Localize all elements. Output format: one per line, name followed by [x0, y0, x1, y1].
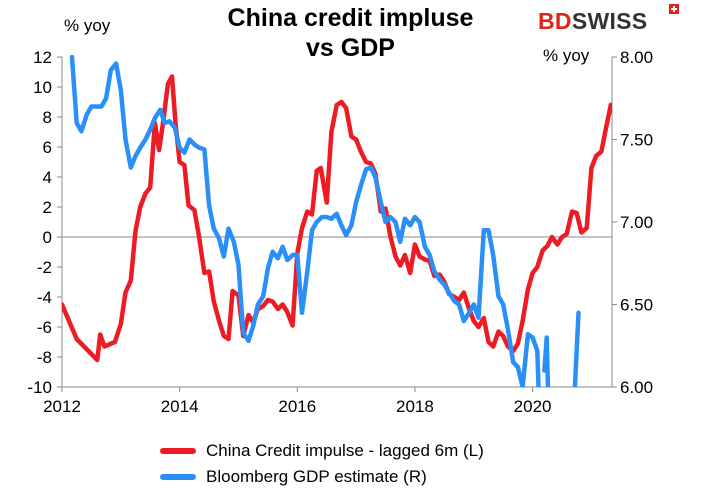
- left-tick-label: 8: [43, 108, 52, 127]
- brand-logo-swiss: SWISS: [571, 8, 648, 34]
- left-tick-label: -4: [37, 288, 52, 307]
- x-tick-label: 2020: [514, 397, 552, 416]
- plot-area: [61, 57, 613, 388]
- gdp-estimate-line-segment-2: [542, 335, 551, 387]
- x-tick-label: 2016: [278, 397, 316, 416]
- right-tick-label: 7.50: [620, 131, 653, 150]
- left-tick-label: 4: [43, 168, 52, 187]
- right-axis-unit: % yoy: [543, 46, 590, 65]
- x-tick-label: 2014: [161, 397, 199, 416]
- left-tick-label: 6: [43, 138, 52, 157]
- x-tick-label: 2018: [396, 397, 434, 416]
- left-tick-label: 12: [33, 48, 52, 67]
- left-tick-label: -6: [37, 318, 52, 337]
- left-tick-label: 10: [33, 78, 52, 97]
- left-axis: -10 -8 -6 -4 -2 0 2 4 6 8 10 12: [27, 48, 62, 397]
- swiss-cross-icon: [669, 4, 679, 14]
- credit-impulse-line: [62, 74, 612, 363]
- right-axis: 6.00 6.50 7.00 7.50 8.00: [612, 48, 653, 397]
- gdp-estimate-line-segment-3: [572, 310, 581, 387]
- legend-swatch-blue: [160, 474, 196, 480]
- left-axis-unit: % yoy: [64, 16, 111, 35]
- left-tick-label: -2: [37, 258, 52, 277]
- brand-logo-bd: BD: [538, 8, 572, 34]
- left-tick-label: -8: [37, 348, 52, 367]
- brand-logo: BDSWISS: [538, 8, 647, 35]
- series-layer: [62, 55, 612, 387]
- chart-title-line-1: China credit impluse: [227, 4, 474, 32]
- right-tick-label: 6.00: [620, 378, 653, 397]
- right-tick-label: 6.50: [620, 296, 653, 315]
- right-tick-label: 7.00: [620, 213, 653, 232]
- left-tick-label: 2: [43, 198, 52, 217]
- gdp-estimate-line-segment-1: [69, 55, 541, 387]
- left-tick-label: -10: [27, 378, 52, 397]
- legend-item-gdp-estimate: Bloomberg GDP estimate (R): [160, 467, 427, 487]
- x-axis: 2012 2014 2016 2018 2020: [43, 387, 552, 416]
- legend-item-credit-impulse: China Credit impulse - lagged 6m (L): [160, 441, 484, 461]
- legend-label: China Credit impulse - lagged 6m (L): [206, 441, 484, 460]
- x-tick-label: 2012: [43, 397, 81, 416]
- legend-swatch-red: [160, 448, 196, 454]
- right-tick-label: 8.00: [620, 48, 653, 67]
- left-tick-label: 0: [43, 228, 52, 247]
- legend-label: Bloomberg GDP estimate (R): [206, 467, 427, 486]
- chart-title-line-2: vs GDP: [306, 34, 395, 62]
